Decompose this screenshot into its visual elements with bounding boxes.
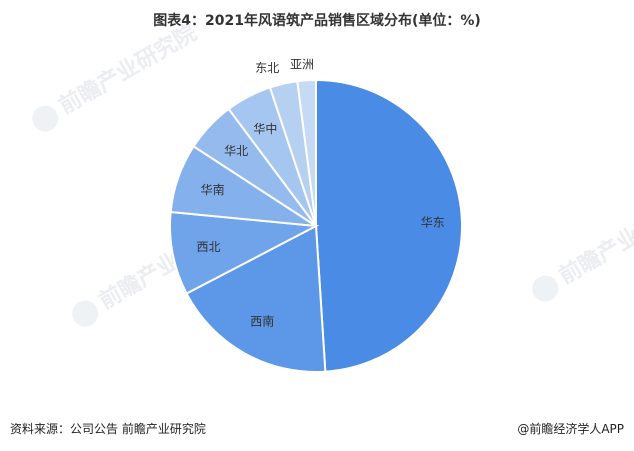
pie-slice-northwest [169, 210, 320, 295]
pie-slice-asia [296, 78, 317, 227]
pie-slice-east-china [315, 78, 463, 373]
slice-label-asia: 亚洲 [290, 57, 314, 71]
chart-title: 图表4：2021年风语筑产品销售区域分布(单位：%) [153, 13, 481, 29]
source-note: 资料来源：公司公告 前瞻产业研究院 [10, 422, 206, 436]
slice-label-southwest: 西南 [250, 313, 274, 328]
slice-label-south-china: 华南 [201, 182, 225, 197]
footer: 资料来源：公司公告 前瞻产业研究院 @前瞻经济学人APP [10, 420, 624, 442]
slice-label-northeast: 东北 [255, 61, 279, 75]
slice-label-east-china: 华东 [421, 215, 445, 229]
pie-slice-southwest [185, 224, 327, 373]
brand-label: @前瞻经济学人APP [517, 422, 624, 436]
pie-slices [169, 78, 463, 373]
slice-label-central-china: 华中 [253, 121, 277, 136]
slice-label-north-china: 华北 [224, 144, 248, 158]
slice-label-northwest: 西北 [196, 240, 220, 254]
